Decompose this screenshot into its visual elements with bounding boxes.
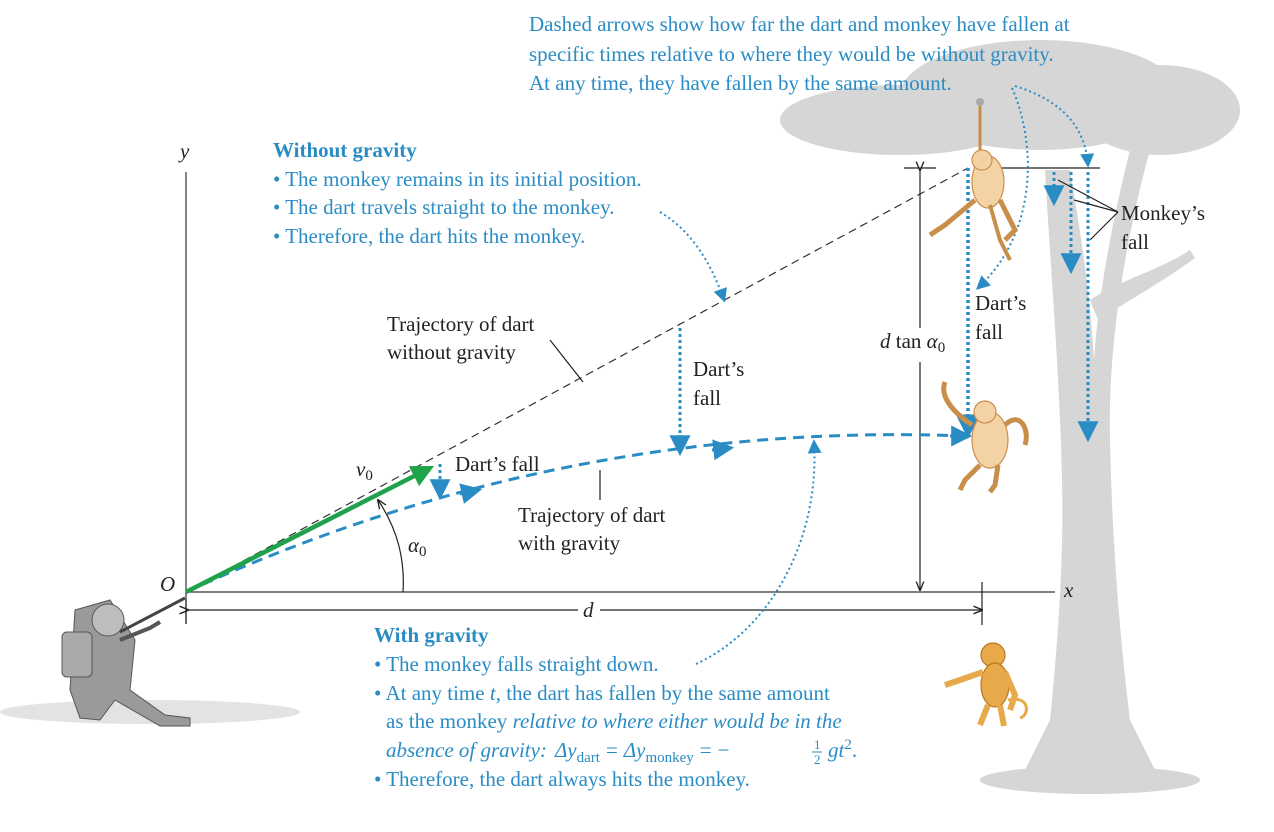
- hunter: [0, 596, 300, 727]
- callout-arrow-with-gravity: [695, 439, 822, 665]
- label-distance-d: d: [583, 598, 594, 622]
- without-gravity-bullet-3: • Therefore, the dart hits the monkey.: [273, 224, 585, 248]
- label-v0: v0: [356, 457, 373, 484]
- label-darts-fall-right-2: fall: [975, 320, 1003, 344]
- top-caption-line-1: Dashed arrows show how far the dart and …: [529, 12, 1070, 36]
- label-darts-fall-inline: Dart’s fall: [455, 452, 540, 476]
- label-alpha0: α0: [408, 533, 427, 560]
- without-gravity-box: Without gravity • The monkey remains in …: [273, 138, 642, 248]
- without-gravity-heading: Without gravity: [273, 138, 417, 162]
- equation-gt2: gt2.: [828, 737, 857, 762]
- with-gravity-line-3: as the monkey relative to where either w…: [386, 709, 842, 733]
- label-traj-gravity-2: with gravity: [518, 531, 621, 555]
- top-caption-line-2: specific times relative to where they wo…: [529, 42, 1054, 66]
- fraction-denominator: 2: [814, 752, 821, 767]
- monkeys-fall-leaders: [1057, 179, 1119, 241]
- callout-arrow-top-2: [1014, 85, 1095, 168]
- label-monkeys-fall-1: Monkey’s: [1121, 201, 1205, 225]
- diagram-labels: Trajectory of dart without gravity Traje…: [160, 139, 1205, 622]
- label-traj-gravity-1: Trajectory of dart: [518, 503, 666, 527]
- distance-d-dimension: [186, 582, 982, 625]
- label-darts-fall-mid-1: Dart’s: [693, 357, 744, 381]
- monkey-falling: [941, 381, 1029, 494]
- with-gravity-bullet-1: • The monkey falls straight down.: [374, 652, 659, 676]
- initial-velocity-vector: [184, 465, 435, 595]
- label-d-tan-alpha: d tan α0: [880, 329, 945, 356]
- label-y-axis: y: [178, 139, 190, 163]
- label-traj-no-gravity-2: without gravity: [387, 340, 516, 364]
- with-gravity-bullet-3: • Therefore, the dart always hits the mo…: [374, 767, 750, 791]
- with-gravity-box: With gravity • The monkey falls straight…: [374, 623, 857, 791]
- top-caption-line-3: At any time, they have fallen by the sam…: [529, 71, 952, 95]
- angle-arc: [378, 500, 404, 593]
- trajectory-arrow-1: [459, 483, 483, 504]
- label-darts-fall-mid-2: fall: [693, 386, 721, 410]
- without-gravity-bullet-1: • The monkey remains in its initial posi…: [273, 167, 642, 191]
- label-origin: O: [160, 572, 175, 596]
- top-caption: Dashed arrows show how far the dart and …: [529, 12, 1070, 95]
- trajectory-with-gravity: [185, 433, 967, 594]
- label-darts-fall-right-1: Dart’s: [975, 291, 1026, 315]
- leader-traj-no-gravity: [549, 339, 584, 383]
- callout-arrow-without-gravity: [659, 211, 727, 303]
- label-traj-no-gravity-1: Trajectory of dart: [387, 312, 535, 336]
- without-gravity-bullet-2: • The dart travels straight to the monke…: [273, 195, 615, 219]
- label-x-axis: x: [1063, 578, 1074, 602]
- tree: [780, 40, 1240, 794]
- monkey-ground: [944, 642, 1028, 727]
- trajectory-without-gravity: [185, 167, 969, 593]
- label-monkeys-fall-2: fall: [1121, 230, 1149, 254]
- fraction-numerator: 1: [814, 737, 821, 752]
- with-gravity-equation: absence of gravity: Δydart = Δymonkey = −: [386, 738, 729, 766]
- monkey-hanging: [928, 98, 1019, 261]
- with-gravity-bullet-2: • At any time t, the dart has fallen by …: [374, 681, 830, 705]
- trajectory-arrow-2: [711, 439, 735, 461]
- with-gravity-heading: With gravity: [374, 623, 489, 647]
